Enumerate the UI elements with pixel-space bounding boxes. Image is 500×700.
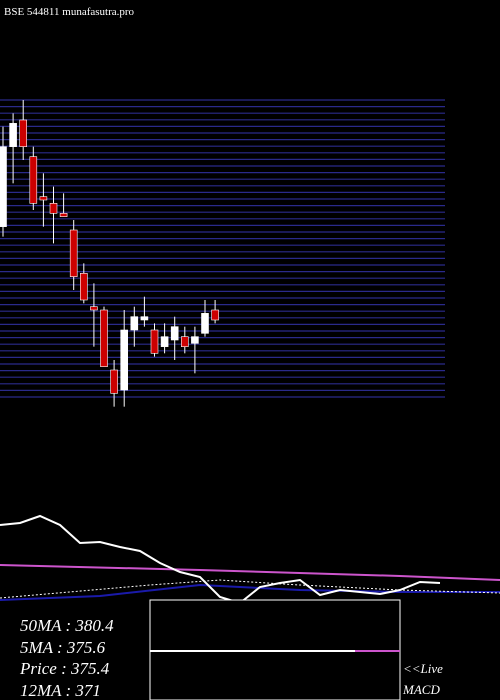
candle-body [191,336,199,344]
ma-line [0,583,500,601]
price-lines [0,99,445,398]
candle-body [49,203,58,214]
live-label: <<Live [403,661,443,676]
candle-body [110,369,118,394]
ma-text: Price : 375.4 [19,659,110,678]
candle-body [0,146,7,227]
ma-line [0,579,500,599]
candle-body [39,196,48,201]
candle-body [80,273,88,301]
candle-body [9,123,17,147]
price-line [0,514,441,605]
ma-line [0,564,500,581]
macd-label: MACD [402,682,440,697]
ma-text: 50MA : 380.4 [20,616,114,635]
candle-body [160,336,169,347]
candle-body [29,156,38,204]
indicator-panel [0,514,500,700]
candle-body [140,316,149,321]
candle-body [130,316,139,331]
candle-body [19,119,28,147]
candle-body [59,213,68,217]
candle-body [181,336,189,347]
ma-text: 12MA : 371 [20,681,101,700]
chart-title: BSE 544811 munafasutra.pro [4,6,135,18]
candle-body [120,329,128,391]
candle-body [69,229,78,277]
candle-body [170,326,179,341]
candle-body [90,306,98,311]
candle-body [150,329,159,354]
candle-body [100,309,108,367]
candle-body [201,313,209,334]
ma-text: 5MA : 375.6 [20,638,106,657]
candle-body [211,309,219,321]
